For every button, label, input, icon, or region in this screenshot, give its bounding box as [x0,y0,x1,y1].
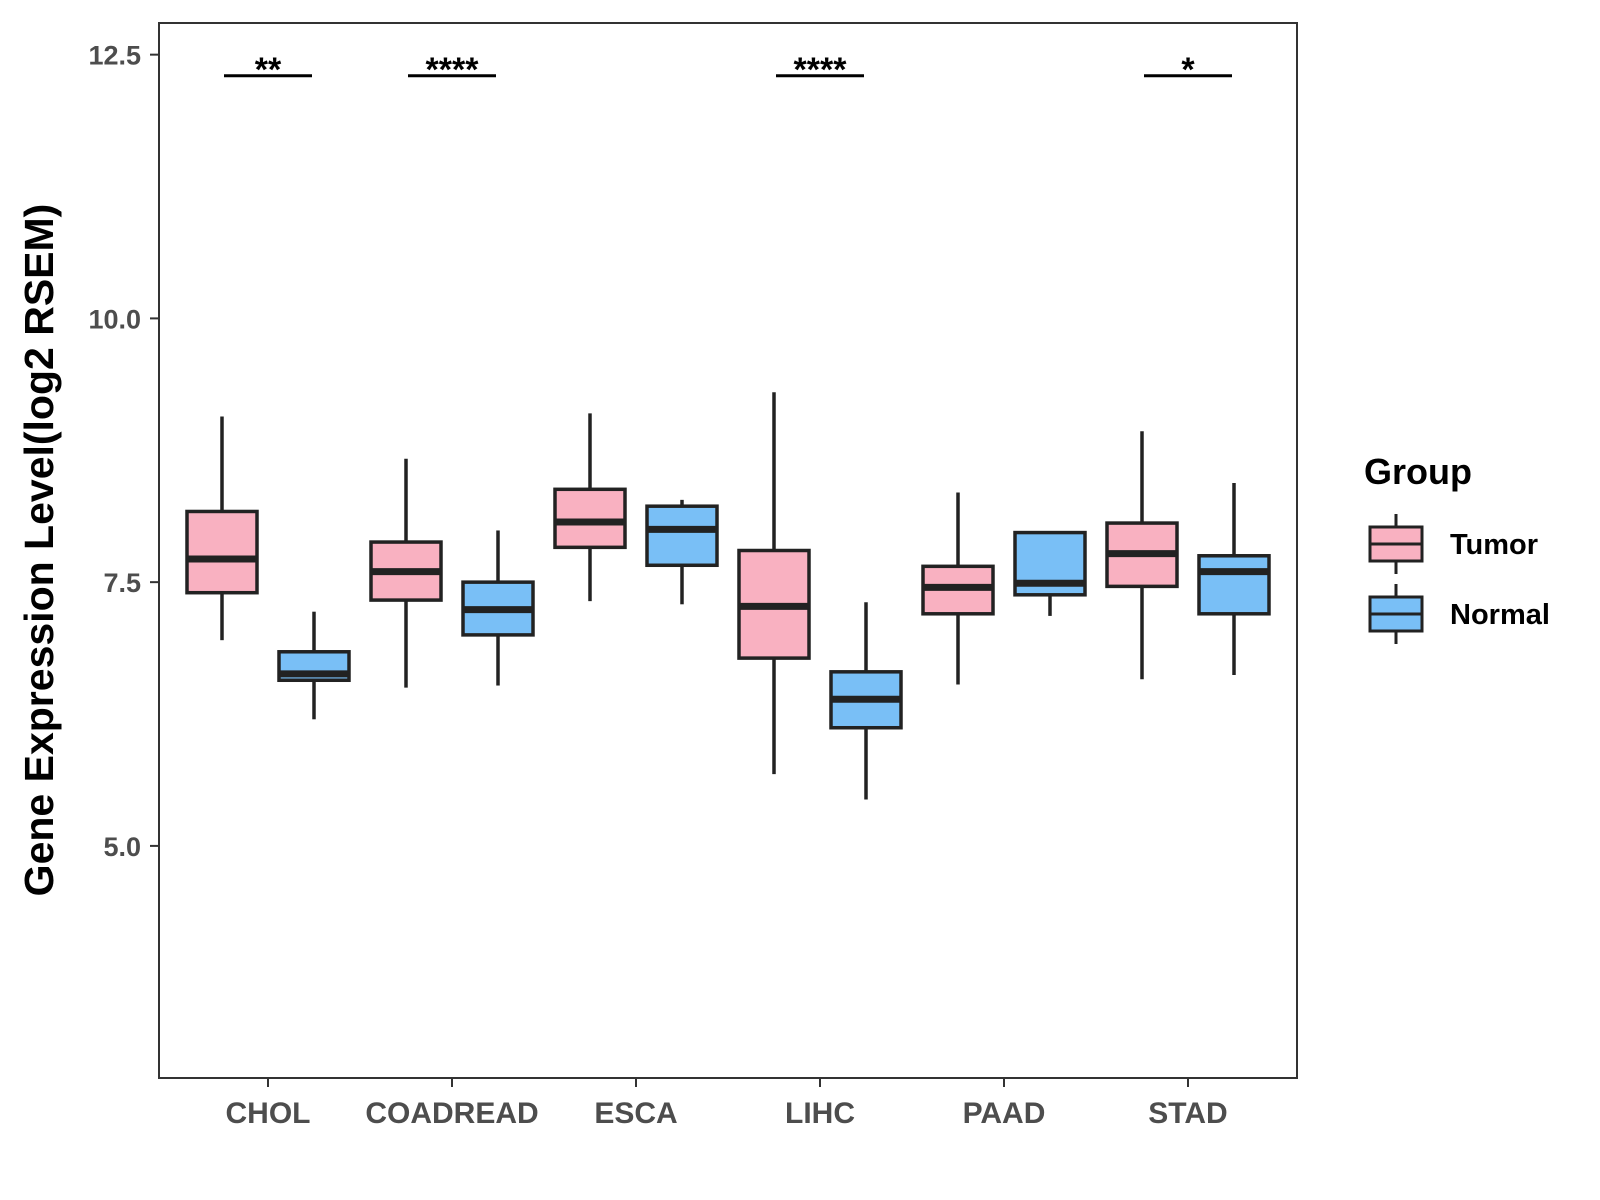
box-iqr [185,509,259,595]
legend-item-label: Tumor [1450,529,1538,561]
legend-title: Group [1364,451,1472,492]
y-tick-label: 7.5 [103,568,141,598]
box-tumor-stad [1105,431,1179,680]
box-normal-lihc [829,602,903,800]
y-tick-label: 12.5 [88,41,141,71]
chart-marks: 5.0 7.5 10.0 12.5 CHOL COADREAD ESCA LIHC PAAD ST… [88,41,1271,1130]
box-normal-coadread [461,530,535,686]
box-tumor-esca [553,413,627,602]
box-iqr [1197,554,1271,616]
legend: Group Tumor Normal [1364,451,1550,644]
box-tumor-coadread [369,458,443,688]
box-iqr [645,504,719,568]
x-tick-label: ESCA [594,1097,677,1130]
box-tumor-paad [921,492,995,685]
x-tick-label: CHOL [226,1097,311,1130]
box-normal-esca [645,499,719,605]
box-iqr [553,487,627,550]
significance-label: **** [426,51,480,89]
significance-label: **** [794,51,848,89]
x-tick-label: COADREAD [365,1097,538,1130]
x-tick-label: LIHC [785,1097,855,1130]
y-tick-label: 10.0 [88,304,141,334]
x-tick-label: PAAD [963,1097,1046,1130]
box-normal-chol [277,611,351,720]
significance-label: * [1181,51,1195,89]
box-normal-stad [1197,482,1271,675]
significance-label: ** [255,51,282,89]
y-tick-label: 5.0 [103,832,141,862]
legend-item-label: Normal [1450,599,1550,631]
x-tick-label: STAD [1148,1097,1227,1130]
box-normal-paad [1013,530,1087,616]
box-tumor-lihc [737,392,811,775]
y-axis-title: Gene Expression Level(log2 RSEM) [16,204,62,897]
box-tumor-chol [185,416,259,641]
